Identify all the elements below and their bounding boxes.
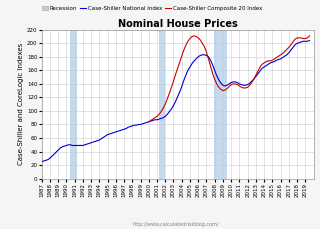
Bar — [70, 30, 76, 179]
Legend: Recession, Case-Shiller National Index, Case-Shiller Composite 20 Index: Recession, Case-Shiller National Index, … — [42, 6, 262, 11]
Bar — [159, 30, 164, 179]
Bar — [214, 30, 227, 179]
Text: http://www.calculatedriskblog.com/: http://www.calculatedriskblog.com/ — [133, 222, 219, 227]
Y-axis label: Case-Shiller and CoreLogic Indexes: Case-Shiller and CoreLogic Indexes — [18, 43, 24, 165]
Title: Nominal House Prices: Nominal House Prices — [118, 19, 237, 29]
